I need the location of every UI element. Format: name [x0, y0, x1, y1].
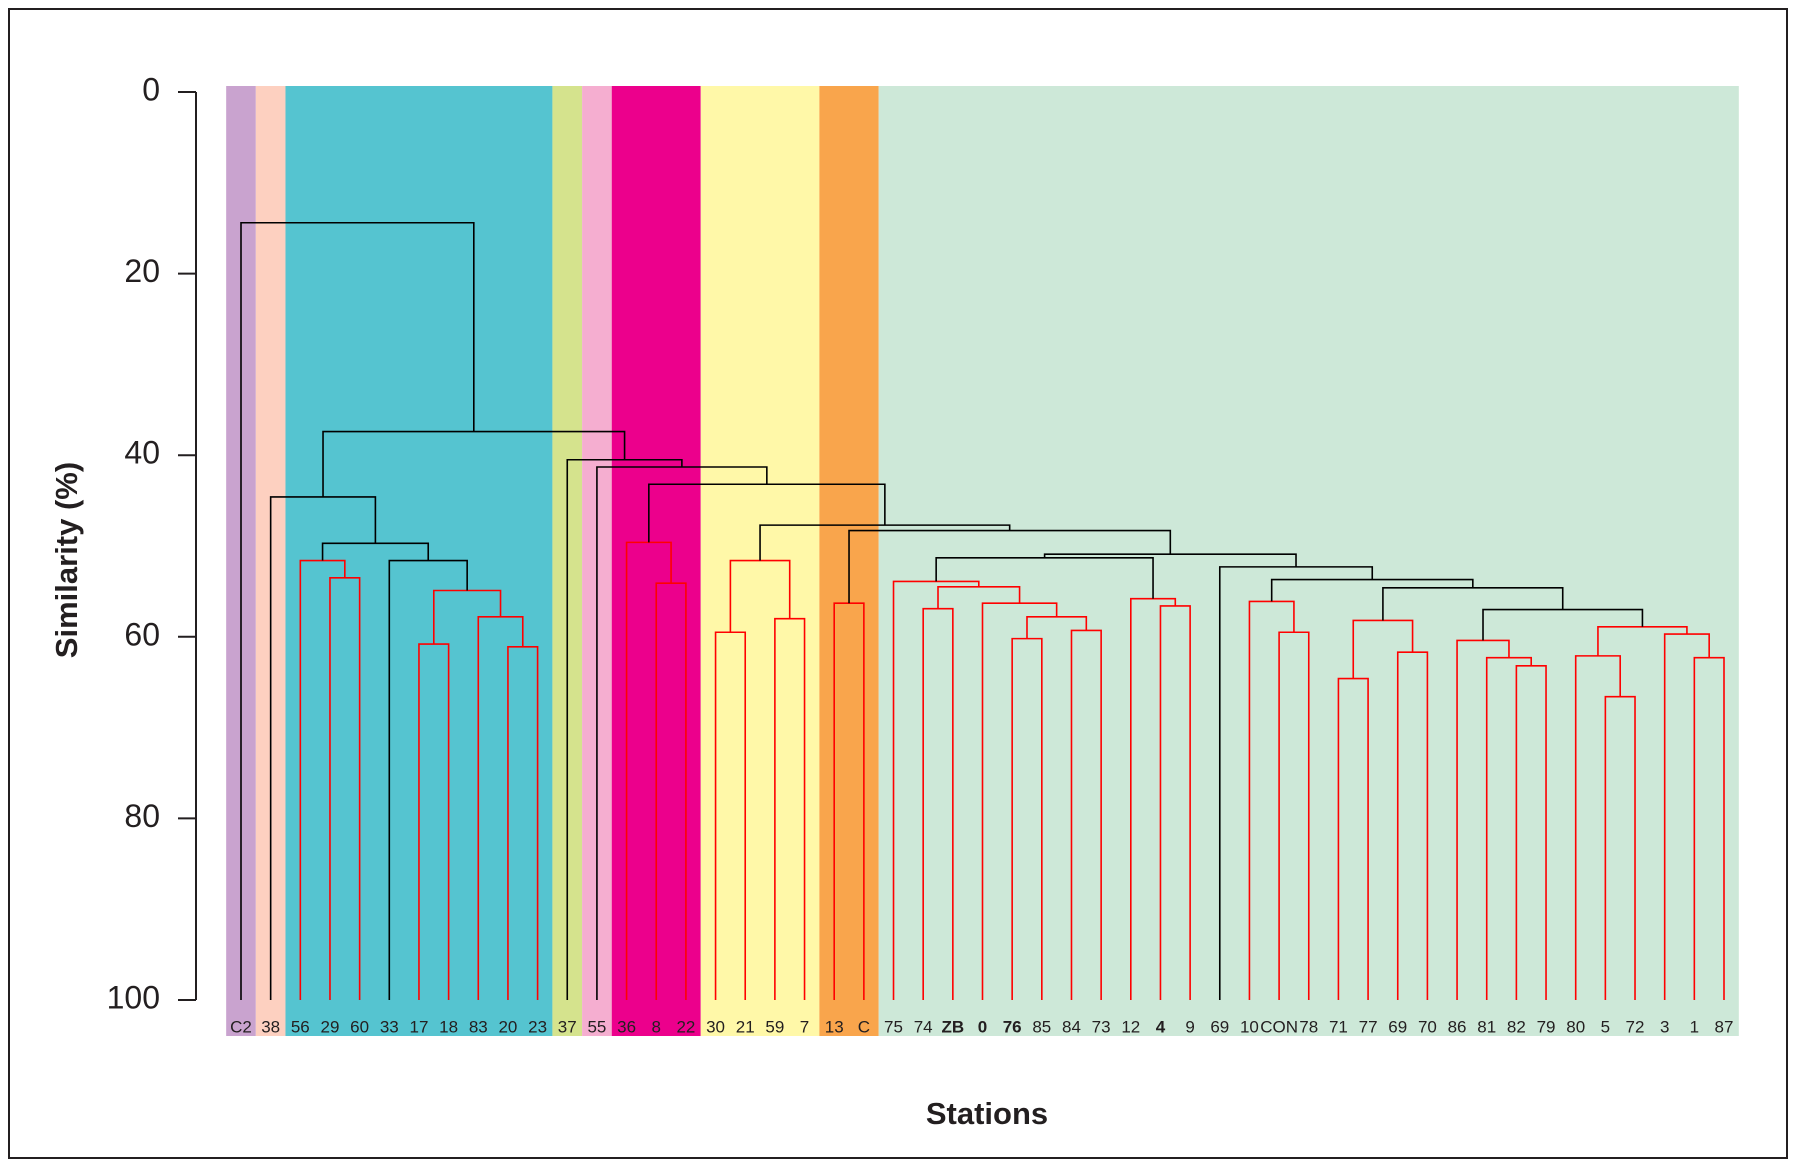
leaf-label: C2: [230, 1017, 252, 1036]
leaf-label: 55: [587, 1017, 606, 1036]
y-tick-label: 0: [142, 71, 160, 107]
leaf-label: ZB: [942, 1017, 965, 1036]
leaf-label: 60: [350, 1017, 369, 1036]
leaf-label: 81: [1477, 1017, 1496, 1036]
leaf-label: 30: [706, 1017, 725, 1036]
leaf-label: 8: [652, 1017, 661, 1036]
leaf-label: 10: [1240, 1017, 1259, 1036]
leaf-label: 82: [1507, 1017, 1526, 1036]
leaf-label: 83: [469, 1017, 488, 1036]
leaf-label: 74: [914, 1017, 933, 1036]
x-axis-label: Stations: [926, 1096, 1048, 1131]
leaf-label: 59: [765, 1017, 784, 1036]
y-axis-label: Similarity (%): [49, 462, 84, 658]
leaf-label: 4: [1156, 1017, 1166, 1036]
leaf-label: 70: [1418, 1017, 1437, 1036]
leaf-label: 21: [736, 1017, 755, 1036]
leaf-label: 0: [978, 1017, 987, 1036]
leaf-label: 22: [676, 1017, 695, 1036]
merge: [240, 221, 475, 1000]
leaf-label: 77: [1359, 1017, 1378, 1036]
leaf-label: 75: [884, 1017, 903, 1036]
leaf-label: CON: [1260, 1017, 1298, 1036]
leaf-label: 20: [498, 1017, 517, 1036]
leaf-label: 87: [1715, 1017, 1734, 1036]
leaf-label: 71: [1329, 1017, 1348, 1036]
leaf-label: 36: [617, 1017, 636, 1036]
leaf-label: 84: [1062, 1017, 1081, 1036]
y-tick-label: 40: [124, 435, 160, 471]
leaf-label: 23: [528, 1017, 547, 1036]
leaf-label: 3: [1660, 1017, 1669, 1036]
leaf-label: 5: [1601, 1017, 1610, 1036]
leaf-label: 72: [1626, 1017, 1645, 1036]
leaf-label: 7: [800, 1017, 809, 1036]
leaf-label: C: [858, 1017, 870, 1036]
tree: [240, 221, 1725, 1000]
leaf-label: 86: [1448, 1017, 1467, 1036]
leaf-label: 69: [1388, 1017, 1407, 1036]
leaf-label: 73: [1092, 1017, 1111, 1036]
leaf-label: 1: [1690, 1017, 1699, 1036]
leaf-label: 17: [409, 1017, 428, 1036]
leaf-label: 76: [1003, 1017, 1022, 1036]
leaf-label: 80: [1566, 1017, 1585, 1036]
y-tick-label: 60: [124, 616, 160, 652]
leaf-label: 78: [1299, 1017, 1318, 1036]
y-tick-label: 20: [124, 253, 160, 289]
leaf-label: 38: [261, 1017, 280, 1036]
leaf-label: 85: [1032, 1017, 1051, 1036]
leaf-label: 79: [1537, 1017, 1556, 1036]
leaf-label: 69: [1210, 1017, 1229, 1036]
leaf-label: 37: [558, 1017, 577, 1036]
leaf-label: 13: [825, 1017, 844, 1036]
y-tick-label: 80: [124, 798, 160, 834]
leaf-label: 56: [291, 1017, 310, 1036]
leaf-label: 9: [1185, 1017, 1194, 1036]
y-tick-label: 100: [107, 979, 160, 1015]
leaf-label: 33: [380, 1017, 399, 1036]
leaf-label: 18: [439, 1017, 458, 1036]
leaf-label: 12: [1121, 1017, 1140, 1036]
leaf-label: 29: [321, 1017, 340, 1036]
